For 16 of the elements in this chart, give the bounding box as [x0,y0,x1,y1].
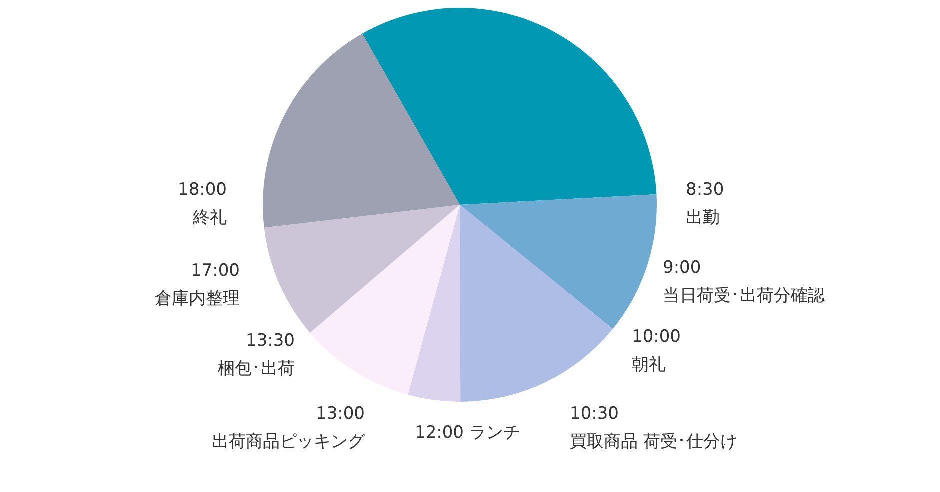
pie-slice [408,205,461,402]
pie-slice [264,205,460,333]
pie-slice [460,205,613,402]
text: 10:00 朝礼 [632,326,681,375]
text: 10:30 買取商品 荷受･仕分け [570,404,738,452]
text: 9:00 当日荷受･出荷分確認 [663,258,825,306]
pie-slice [362,8,657,205]
text: 8:30 出勤 [686,180,724,228]
text: 17:00 倉庫内整理 [155,260,240,309]
pie-slice [263,34,460,228]
pie-slice [460,194,657,330]
text: 13:30 梱包･出荷 [218,330,295,379]
text: 12:00 ランチ [415,422,520,443]
pie-slice [310,205,460,396]
text: 13:00 出荷商品ピッキング [212,404,366,452]
text: 18:00 終礼 [178,180,227,228]
